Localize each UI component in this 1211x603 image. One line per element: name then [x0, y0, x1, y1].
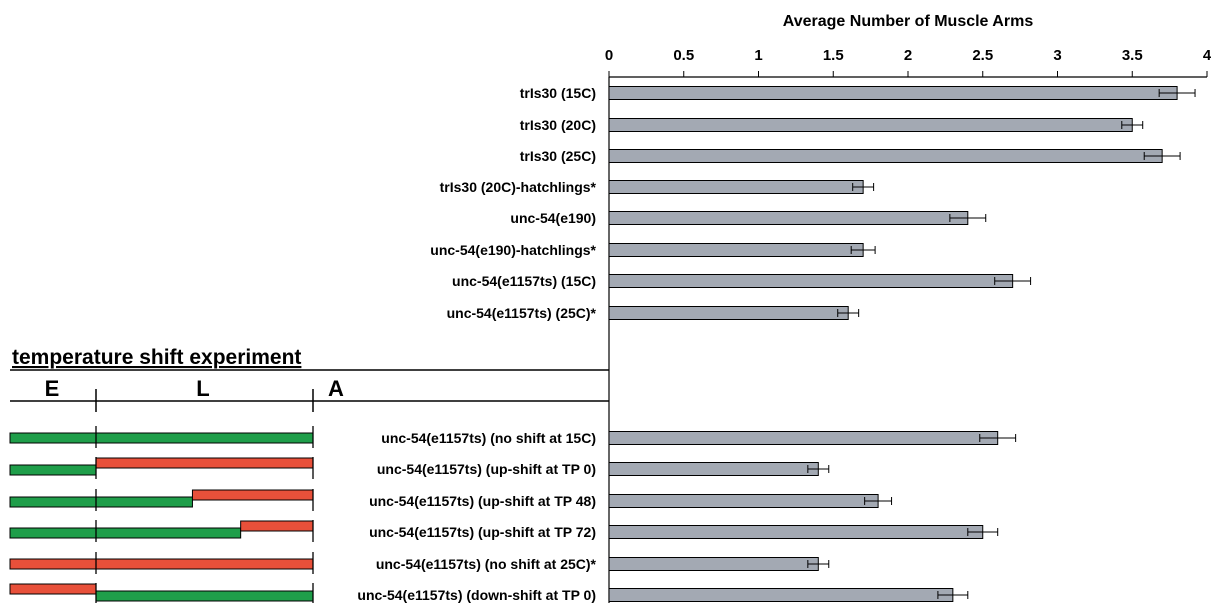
bar	[608, 588, 954, 602]
bar	[608, 462, 819, 476]
category-label: unc-54(e190)	[510, 210, 596, 226]
category-label: unc-54(e1157ts) (25C)*	[447, 305, 597, 321]
temp-bar-post	[191, 489, 314, 501]
temp-bar	[9, 432, 314, 444]
category-label: unc-54(e190)-hatchlings*	[430, 242, 596, 258]
stage-label: A	[328, 376, 344, 401]
category-label: unc-54(e1157ts) (down-shift at TP 0)	[357, 587, 596, 603]
bar	[608, 557, 819, 571]
stage-label: L	[196, 376, 209, 401]
category-labels: trIs30 (15C) trIs30 (20C) trIs30 (25C) trIs…	[357, 85, 596, 603]
bar	[608, 211, 969, 225]
category-label: unc-54(e1157ts) (up-shift at TP 48)	[369, 493, 596, 509]
x-axis: Average Number of Muscle Arms 0 0.5 1 1.5 2 2.…	[605, 13, 1211, 603]
x-tick-label: 1.5	[823, 47, 844, 64]
category-label: trIs30 (20C)	[520, 117, 596, 133]
category-label: trIs30 (15C)	[520, 85, 596, 101]
bar	[608, 118, 1133, 132]
bar	[608, 306, 849, 320]
x-tick-label: 3.5	[1122, 47, 1143, 64]
stage-label: E	[45, 376, 60, 401]
category-label: unc-54(e1157ts) (no shift at 15C)	[381, 430, 596, 446]
temp-bar-post	[95, 457, 314, 469]
x-tick-label: 2.5	[972, 47, 993, 64]
x-tick-label: 2	[904, 47, 912, 64]
category-label: trIs30 (25C)	[520, 148, 596, 164]
category-label: unc-54(e1157ts) (15C)	[452, 273, 596, 289]
category-label: unc-54(e1157ts) (no shift at 25C)*	[376, 556, 597, 572]
temp-bar-post	[95, 590, 314, 602]
bar	[608, 180, 864, 194]
x-tick-label: 4	[1203, 47, 1211, 64]
bar	[608, 525, 984, 539]
category-label: unc-54(e1157ts) (up-shift at TP 0)	[377, 461, 596, 477]
bars	[608, 86, 1196, 602]
temp-bar-pre	[9, 583, 97, 595]
x-tick-label: 0.5	[673, 47, 694, 64]
x-tick-label: 1	[754, 47, 762, 64]
bar	[608, 274, 1014, 288]
bar	[608, 243, 864, 257]
temp-bar-pre	[9, 464, 97, 476]
bar	[608, 86, 1178, 100]
category-label: trIs30 (20C)-hatchlings*	[440, 179, 597, 195]
bar	[608, 494, 879, 508]
temp-bar-pre	[9, 496, 193, 508]
category-label: unc-54(e1157ts) (up-shift at TP 72)	[369, 524, 596, 540]
bar	[608, 431, 999, 445]
x-tick-label: 3	[1053, 47, 1061, 64]
x-tick-label: 0	[605, 47, 613, 64]
temp-bar	[9, 558, 314, 570]
temp-bar-post	[240, 520, 314, 532]
bar	[608, 149, 1163, 163]
chart-title: Average Number of Muscle Arms	[783, 13, 1034, 30]
temp-bar-pre	[9, 527, 242, 539]
temperature-shift-diagram: temperature shift experiment E L A	[9, 346, 609, 603]
section-heading: temperature shift experiment	[12, 346, 301, 369]
